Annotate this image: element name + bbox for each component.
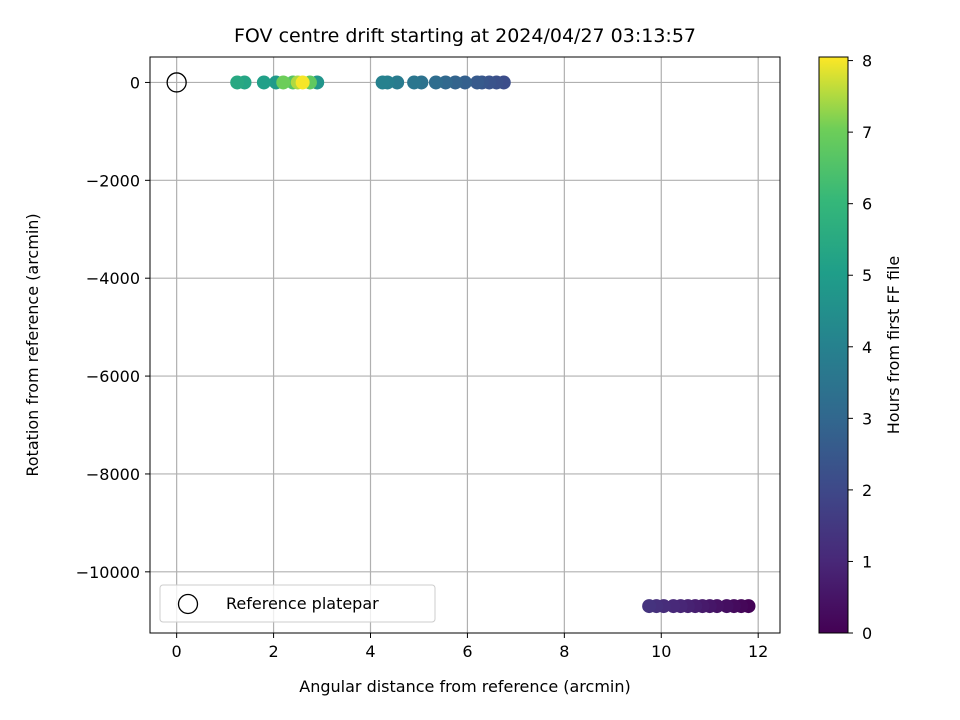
scatter-points (230, 75, 756, 614)
colorbar-tick-label: 2 (862, 481, 872, 500)
data-point (276, 75, 291, 90)
data-point (666, 599, 681, 614)
y-axis-label: Rotation from reference (arcmin) (23, 213, 42, 476)
data-point (295, 75, 310, 90)
reference-marker (166, 72, 187, 93)
x-tick-label: 4 (365, 642, 375, 661)
y-axis-ticks: 0 −2000 −4000 −6000 −8000 −10000 (76, 73, 150, 582)
colorbar-tick-label: 5 (862, 266, 872, 285)
data-point (407, 75, 422, 90)
data-point (470, 75, 485, 90)
colorbar-ticks: 0 1 2 3 4 5 6 7 8 (848, 52, 872, 643)
grid (150, 57, 780, 633)
colorbar-gradient (819, 57, 848, 633)
y-tick-label: 0 (130, 73, 140, 92)
colorbar: 0 1 2 3 4 5 6 7 8 Hours from first FF file (818, 52, 903, 643)
legend-box (159, 584, 436, 623)
x-tick-label: 0 (172, 642, 182, 661)
data-point (448, 75, 463, 90)
reference-point (166, 72, 187, 93)
y-tick-label: −10000 (76, 563, 140, 582)
x-tick-label: 10 (651, 642, 671, 661)
legend-label: Reference platepar (226, 594, 379, 613)
data-point (719, 599, 734, 614)
y-tick-label: −4000 (86, 269, 140, 288)
x-tick-label: 8 (559, 642, 569, 661)
x-tick-label: 2 (268, 642, 278, 661)
legend: Reference platepar (159, 584, 436, 623)
data-point (642, 599, 657, 614)
y-tick-label: −8000 (86, 465, 140, 484)
legend-marker (177, 593, 199, 615)
y-tick-label: −2000 (86, 171, 140, 190)
data-point (230, 75, 245, 90)
colorbar-tick-label: 8 (862, 52, 872, 71)
x-tick-label: 12 (748, 642, 768, 661)
colorbar-tick-label: 3 (862, 409, 872, 428)
x-axis-label: Angular distance from reference (arcmin) (299, 677, 630, 696)
y-tick-label: −6000 (86, 367, 140, 386)
data-point (458, 75, 472, 90)
colorbar-frame (818, 56, 849, 634)
chart-title: FOV centre drift starting at 2024/04/27 … (234, 25, 696, 47)
colorbar-tick-label: 0 (862, 624, 872, 643)
plot-frame (149, 56, 781, 634)
x-tick-label: 6 (462, 642, 472, 661)
data-point (428, 75, 443, 90)
colorbar-tick-label: 4 (862, 338, 872, 357)
data-point (375, 75, 390, 90)
x-axis-ticks: 0 2 4 6 8 10 12 (172, 633, 768, 661)
colorbar-tick-label: 6 (862, 195, 872, 214)
data-point (256, 75, 271, 90)
colorbar-label: Hours from first FF file (884, 256, 903, 435)
colorbar-tick-label: 1 (862, 552, 872, 571)
colorbar-tick-label: 7 (862, 123, 872, 142)
data-point (438, 75, 453, 90)
data-point (390, 75, 405, 90)
